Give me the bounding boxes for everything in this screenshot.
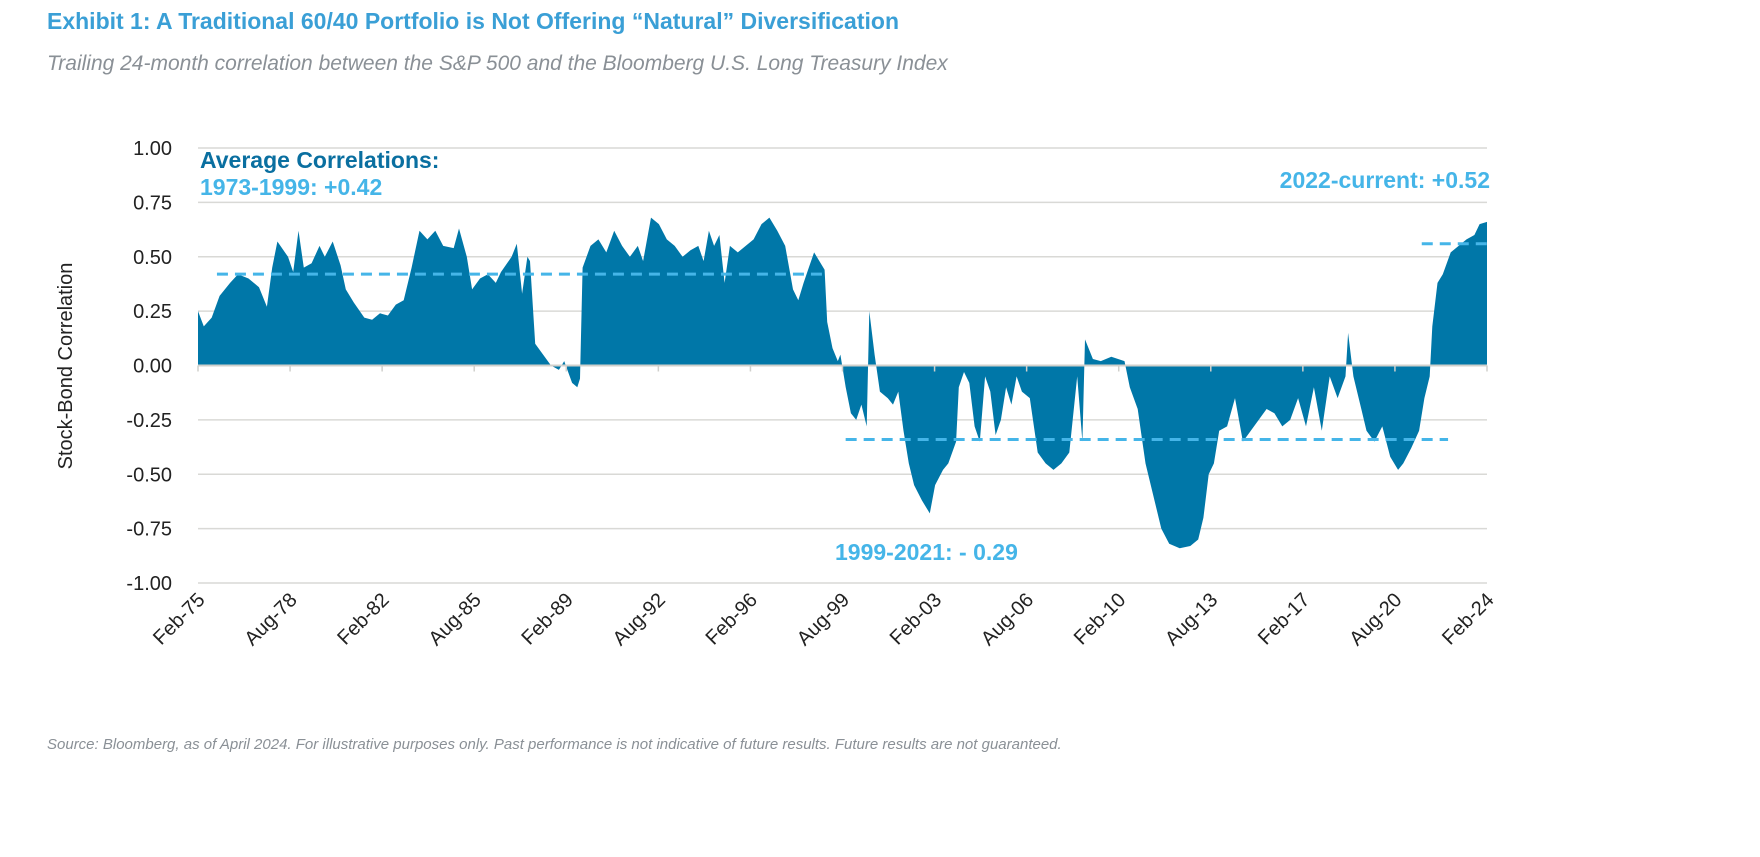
x-tick-label: Aug-99 <box>793 589 854 650</box>
y-tick-label: -1.00 <box>126 573 172 595</box>
source-footnote: Source: Bloomberg, as of April 2024. For… <box>47 736 1062 753</box>
x-tick-label: Aug-06 <box>977 589 1038 650</box>
x-tick-label: Feb-75 <box>149 589 209 649</box>
x-tick-label: Feb-17 <box>1254 589 1314 649</box>
x-tick-label: Feb-89 <box>517 589 577 649</box>
x-tick-label: Aug-20 <box>1345 589 1406 650</box>
annotation-2022-current: 2022-current: +0.52 <box>1280 167 1490 193</box>
annotation-1973-1999: 1973-1999: +0.42 <box>200 174 382 200</box>
x-tick-label: Feb-24 <box>1438 589 1498 649</box>
annotation-heading: Average Correlations: <box>200 147 439 173</box>
x-tick-label: Feb-10 <box>1070 589 1130 649</box>
x-tick-label: Aug-13 <box>1161 589 1222 650</box>
y-tick-label: 1.00 <box>133 138 172 160</box>
x-axis <box>197 364 1488 372</box>
x-tick-label: Feb-82 <box>333 589 393 649</box>
y-tick-label: 0.50 <box>133 247 172 269</box>
y-tick-label: 0.75 <box>133 192 172 214</box>
x-tick-label: Feb-96 <box>702 589 762 649</box>
y-tick-label: -0.50 <box>126 464 172 486</box>
y-axis-label: Stock-Bond Correlation <box>55 263 77 470</box>
annotation-1999-2021: 1999-2021: - 0.29 <box>835 539 1018 565</box>
chart-title: Exhibit 1: A Traditional 60/40 Portfolio… <box>47 8 899 34</box>
x-tick-label: Aug-92 <box>609 589 670 650</box>
y-tick-label: 0.25 <box>133 301 172 323</box>
x-tick-label: Aug-85 <box>425 589 486 650</box>
correlation-area <box>198 217 1487 549</box>
x-tick-label: Feb-03 <box>886 589 946 649</box>
average-lines <box>216 242 1487 441</box>
y-axis-tick-labels: 1.00 0.75 0.50 0.25 0.00 -0.25 -0.50 -0.75 -1.00 <box>126 138 172 595</box>
gridlines <box>198 147 1487 584</box>
x-axis-tick-labels: Feb-75 Aug-78 Feb-82 Aug-85 Feb-89 Aug-92 Feb-… <box>149 589 1498 650</box>
y-tick-label: -0.25 <box>126 410 172 432</box>
chart-subtitle: Trailing 24-month correlation between th… <box>47 52 948 75</box>
y-tick-label: -0.75 <box>126 519 172 541</box>
x-tick-label: Aug-78 <box>240 589 301 650</box>
y-tick-label: 0.00 <box>133 356 172 378</box>
